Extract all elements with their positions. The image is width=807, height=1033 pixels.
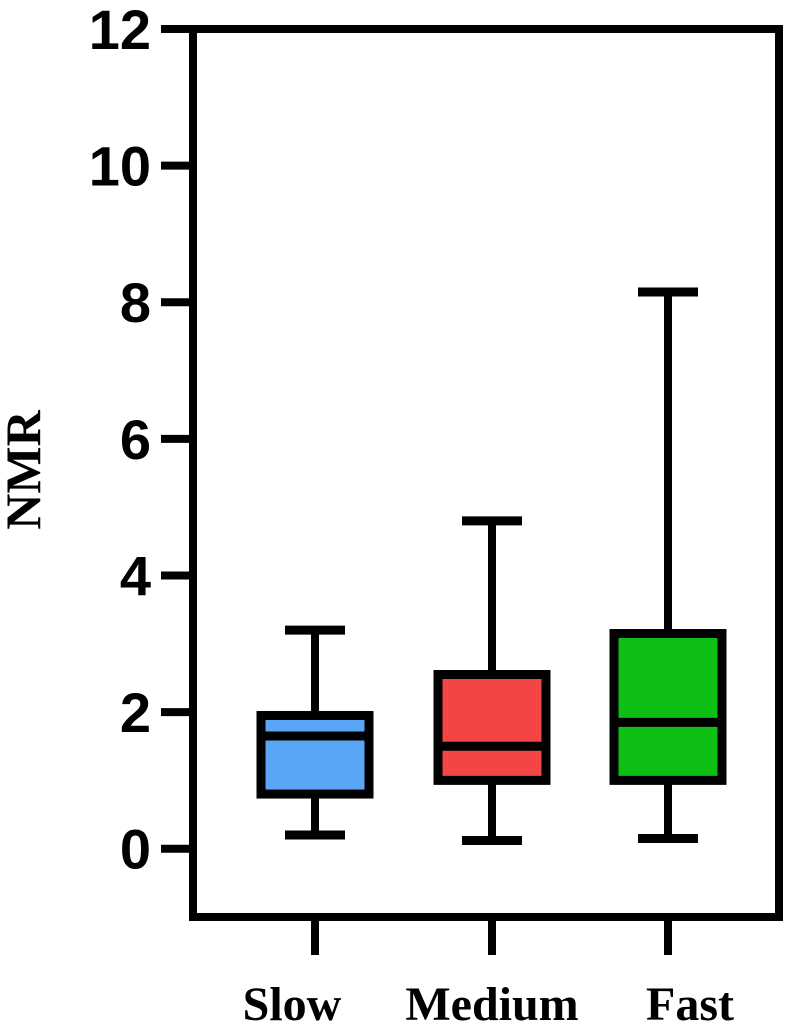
y-tick-label: 6 [120, 408, 151, 471]
box-series [256, 287, 727, 845]
y-axis-ticks: 0 2 4 6 8 10 12 [89, 0, 193, 881]
x-category-label: Slow [243, 978, 342, 1031]
x-axis-ticks: Slow Medium Fast [243, 917, 734, 1031]
y-tick-label: 0 [120, 818, 151, 881]
iqr-box [256, 710, 374, 799]
plot-frame [189, 25, 783, 921]
x-category-label: Fast [646, 978, 734, 1031]
y-tick-label: 8 [120, 271, 151, 334]
iqr-box [609, 629, 727, 785]
y-tick-label: 2 [120, 681, 151, 744]
box-medium [433, 516, 551, 845]
box-fast [609, 287, 727, 843]
box-slow [256, 625, 374, 840]
iqr-box [433, 670, 551, 785]
y-axis-title: NMR [0, 409, 51, 529]
x-category-label: Medium [405, 978, 578, 1031]
y-tick-label: 12 [89, 0, 151, 61]
y-tick-label: 4 [120, 544, 151, 607]
y-tick-label: 10 [89, 135, 151, 198]
